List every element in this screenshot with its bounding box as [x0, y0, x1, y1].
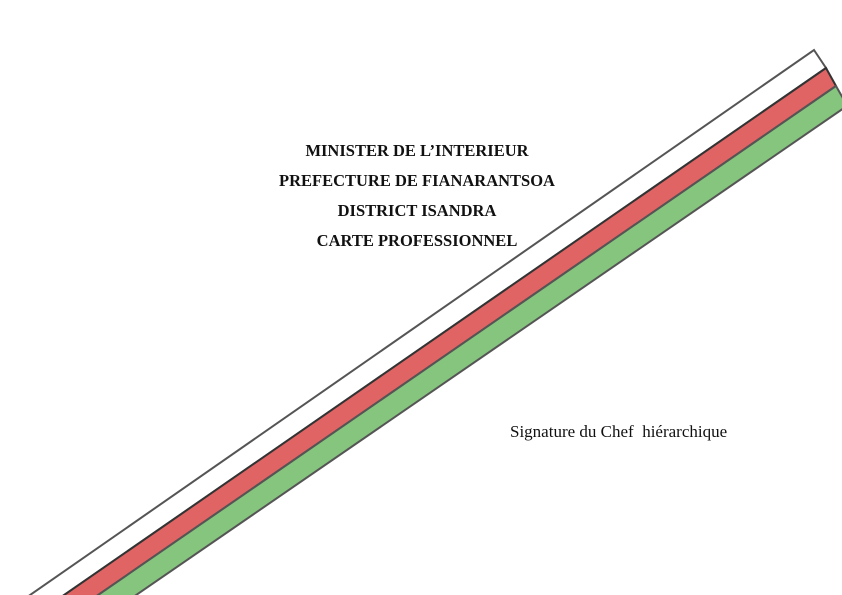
red-stripe: [62, 66, 838, 595]
ministry-heading: MINISTER DE L’INTERIEUR: [305, 141, 529, 160]
card-header: MINISTER DE L’INTERIEUR PREFECTURE DE FI…: [236, 136, 598, 256]
prefecture-heading: PREFECTURE DE FIANARANTSOA: [279, 171, 555, 190]
white-stripe: [28, 48, 828, 595]
green-stripe: [96, 84, 842, 595]
card-title: CARTE PROFESSIONNEL: [316, 231, 518, 250]
signature-label: Signature du Chef hiérarchique: [510, 422, 728, 441]
district-heading: DISTRICT ISANDRA: [337, 201, 497, 220]
